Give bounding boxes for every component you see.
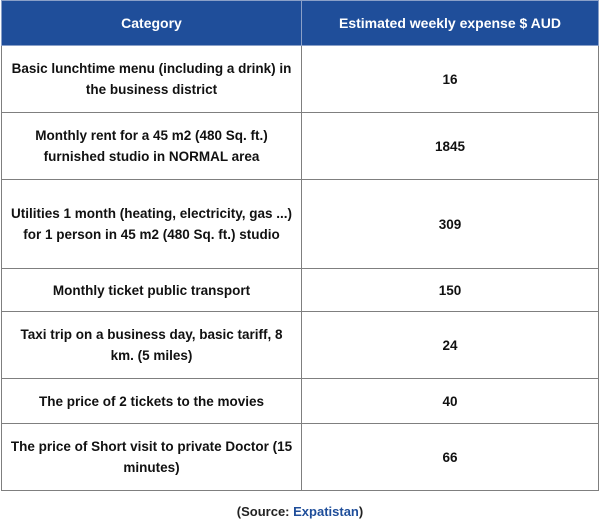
value-cell: 24	[301, 311, 599, 379]
table-row: Taxi trip on a business day, basic tarif…	[1, 311, 599, 379]
category-cell: Utilities 1 month (heating, electricity,…	[1, 179, 302, 269]
table-header-row: Category Estimated weekly expense $ AUD	[1, 0, 599, 46]
category-cell: The price of 2 tickets to the movies	[1, 378, 302, 424]
value-cell: 66	[301, 423, 599, 491]
header-expense: Estimated weekly expense $ AUD	[301, 0, 599, 46]
table-row: The price of Short visit to private Doct…	[1, 423, 599, 491]
category-cell: Basic lunchtime menu (including a drink)…	[1, 45, 302, 113]
value-cell: 16	[301, 45, 599, 113]
expense-table: Category Estimated weekly expense $ AUD …	[1, 0, 599, 491]
source-link[interactable]: Expatistan	[293, 504, 359, 519]
category-cell: Monthly ticket public transport	[1, 268, 302, 312]
header-category: Category	[1, 0, 302, 46]
category-cell: Monthly rent for a 45 m2 (480 Sq. ft.) f…	[1, 112, 302, 180]
table-row: Utilities 1 month (heating, electricity,…	[1, 179, 599, 269]
source-suffix: )	[358, 504, 364, 519]
value-cell: 40	[301, 378, 599, 424]
table-row: Monthly ticket public transport 150	[1, 268, 599, 312]
category-cell: The price of Short visit to private Doct…	[1, 423, 302, 491]
expense-table-container: Category Estimated weekly expense $ AUD …	[1, 0, 599, 491]
table-row: The price of 2 tickets to the movies 40	[1, 378, 599, 424]
category-cell: Taxi trip on a business day, basic tarif…	[1, 311, 302, 379]
value-cell: 309	[301, 179, 599, 269]
value-cell: 1845	[301, 112, 599, 180]
source-note: (Source: Expatistan)	[0, 504, 600, 519]
table-row: Basic lunchtime menu (including a drink)…	[1, 45, 599, 113]
value-cell: 150	[301, 268, 599, 312]
table-row: Monthly rent for a 45 m2 (480 Sq. ft.) f…	[1, 112, 599, 180]
source-prefix: (Source:	[236, 504, 294, 519]
